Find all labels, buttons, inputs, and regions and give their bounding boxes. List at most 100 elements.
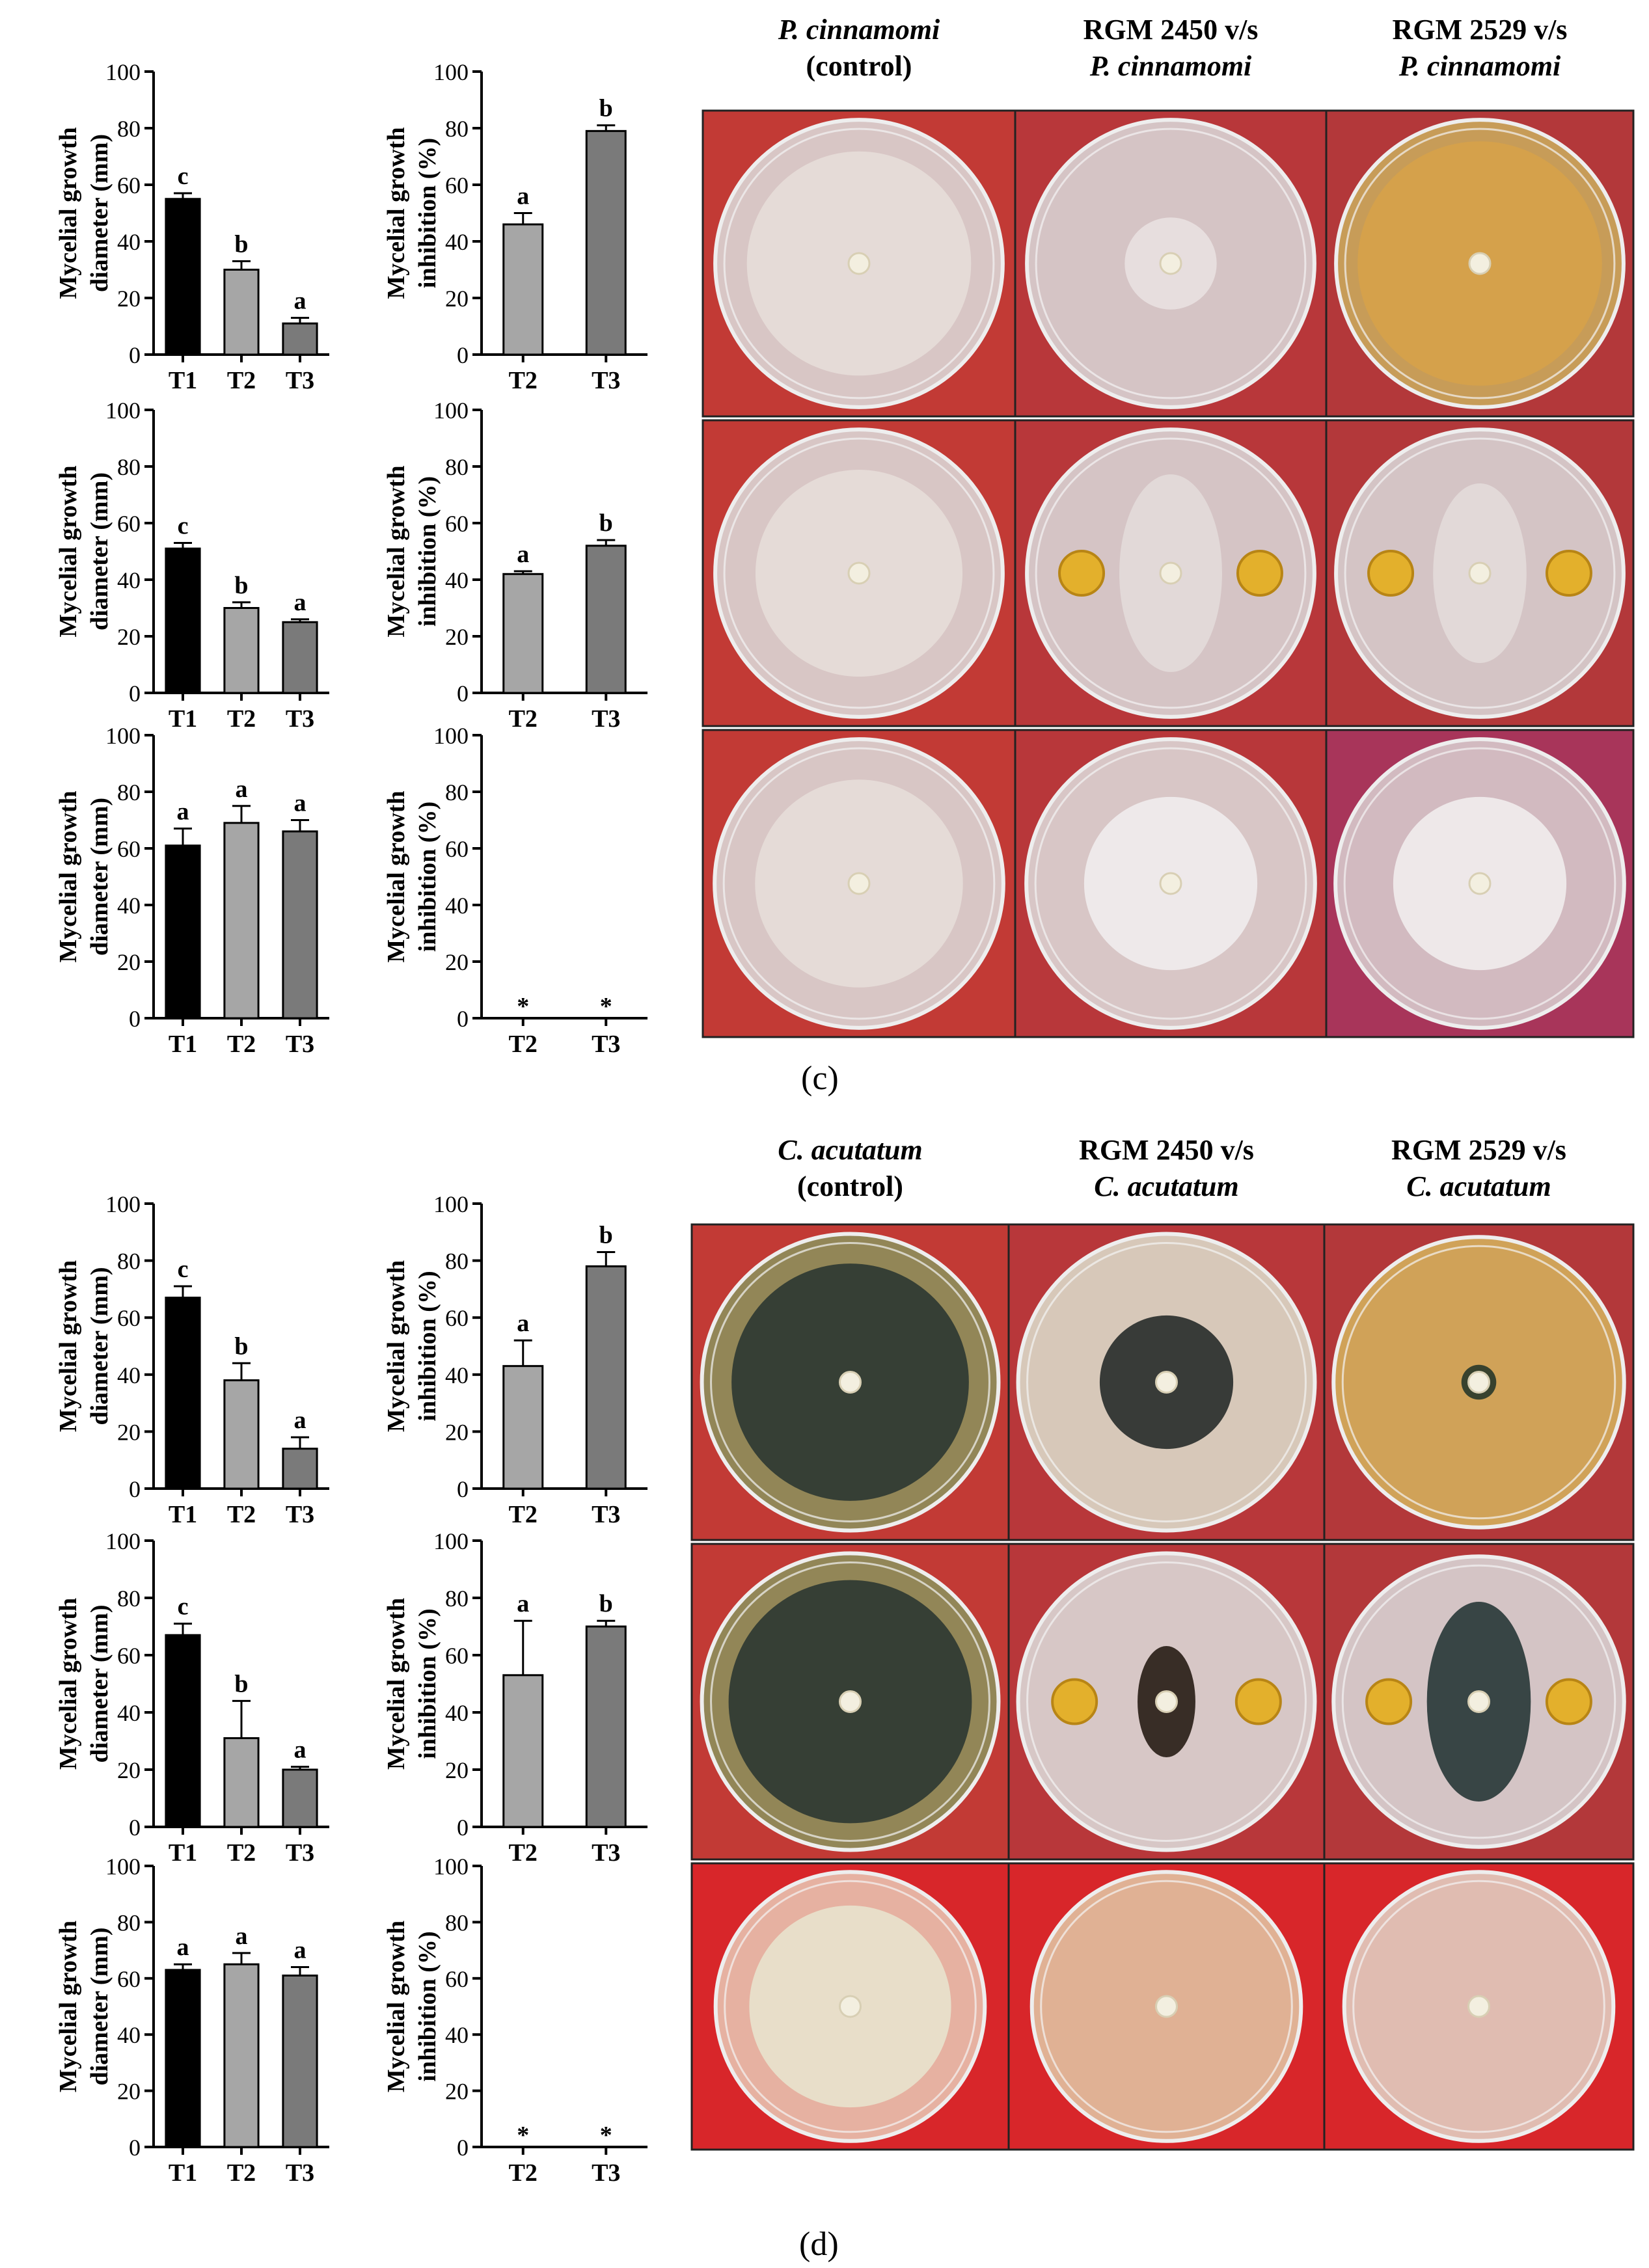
bar-T2 (223, 1379, 260, 1490)
y-tick-label: 60 (117, 836, 141, 862)
y-tick-label: 20 (117, 1757, 141, 1783)
plate-photo (1007, 1543, 1326, 1861)
y-axis-title-line: inhibition (%) (414, 1931, 441, 2081)
inoculum-plug (1155, 1995, 1178, 2018)
bar-T3 (282, 322, 318, 356)
y-tick-label: 20 (445, 624, 469, 650)
column-header: (control) (797, 1170, 903, 1202)
y-tick-label: 40 (117, 1362, 141, 1388)
x-tick-label-T1: T1 (169, 1031, 197, 1058)
petri-dish-rim (1344, 128, 1616, 399)
significance-letter: a (294, 1937, 307, 1964)
y-axis-title: Mycelial growth inhibition (%) (383, 1598, 441, 1770)
y-tick-label: 100 (433, 1854, 469, 1880)
y-axis-title-line: Mycelial growth (55, 1921, 82, 2092)
y-tick-label: 0 (457, 1815, 469, 1841)
inoculum-plug (1467, 1371, 1490, 1394)
significance-letter: c (178, 512, 189, 539)
y-tick-label: 80 (117, 454, 141, 480)
y-tick-label: 60 (445, 836, 469, 862)
y-tick-label: 100 (105, 1854, 141, 1880)
significance-letter: c (178, 163, 189, 190)
x-tick-label-T2: T2 (227, 705, 256, 733)
petri-dish-rim (1026, 1561, 1307, 1842)
y-axis-title-line: diameter (mm) (86, 472, 113, 630)
significance-letter: * (600, 2122, 612, 2149)
bar-T1 (165, 1969, 201, 2148)
inoculum-plug (1159, 561, 1182, 585)
x-tick-label-T2: T2 (509, 367, 538, 394)
chart-10: 0 20 40 60 80 100 Mycelial growth diameter (mm)… (55, 1854, 329, 2187)
x-tick-label-T1: T1 (169, 2159, 197, 2187)
bar-T3 (585, 545, 627, 694)
y-axis-title-line: inhibition (%) (414, 476, 441, 627)
plate-photo (1325, 419, 1635, 727)
significance-letter: c (178, 1256, 189, 1283)
x-tick-label-T3: T3 (592, 1031, 620, 1058)
plate-photo (702, 729, 1016, 1038)
significance-letter: b (599, 509, 613, 537)
significance-letter: a (294, 790, 307, 817)
chart-0: 0 20 40 60 80 100 Mycelial growth diameter (mm)… (55, 59, 329, 394)
plate-photo (1323, 1543, 1635, 1861)
significance-letter: b (234, 1332, 248, 1360)
petri-dish-rim (1341, 1245, 1616, 1520)
y-axis-title: Mycelial growth inhibition (%) (383, 1260, 441, 1432)
y-tick-label: 0 (457, 342, 469, 368)
y-tick-label: 20 (445, 949, 469, 975)
y-axis-title-line: inhibition (%) (414, 1608, 441, 1759)
x-tick-label-T1: T1 (169, 367, 197, 394)
column-header: RGM 2529 v/s (1391, 1134, 1566, 1166)
y-tick-label: 20 (117, 949, 141, 975)
significance-letter: a (294, 1736, 307, 1764)
plate-photo (1325, 729, 1635, 1038)
column-header: C. acutatum (1094, 1170, 1239, 1202)
bar-T2 (502, 1674, 544, 1828)
plate-photo (1014, 109, 1328, 418)
petri-dish-rim (1026, 1242, 1307, 1522)
y-tick-label: 80 (117, 1910, 141, 1936)
y-tick-label: 0 (129, 1815, 141, 1841)
y-tick-label: 0 (129, 2135, 141, 2161)
x-tick-label-T3: T3 (592, 2159, 620, 2187)
plate-photo (1323, 1862, 1635, 2151)
inoculum-plug (1467, 1995, 1490, 2018)
y-axis-title-line: Mycelial growth (383, 1598, 410, 1770)
chart-1: 0 20 40 60 80 100 Mycelial growth inhibition (%… (383, 59, 647, 394)
inoculum-plug (1155, 1371, 1178, 1394)
bar-T3 (282, 830, 318, 1019)
petri-dish-rim (1040, 1880, 1293, 2133)
inoculum-plug (847, 872, 871, 895)
y-axis-title-line: inhibition (%) (414, 138, 441, 288)
inoculum-plug (847, 252, 871, 275)
y-axis-title-line: Mycelial growth (383, 465, 410, 637)
x-tick-label-T2: T2 (509, 2159, 538, 2187)
y-axis-title: Mycelial growth inhibition (%) (383, 465, 441, 637)
y-tick-label: 60 (117, 511, 141, 537)
y-axis-title-line: Mycelial growth (55, 465, 82, 637)
bar-T3 (282, 1974, 318, 2148)
y-tick-label: 80 (117, 116, 141, 142)
y-tick-label: 0 (457, 1476, 469, 1502)
x-tick-label-T3: T3 (286, 705, 314, 733)
petri-dish-rim (1034, 747, 1307, 1020)
bacterial-colony-right (1234, 1678, 1282, 1725)
x-tick-label-T2: T2 (227, 2159, 256, 2187)
y-tick-label: 100 (105, 723, 141, 749)
bar-T2 (223, 269, 260, 356)
significance-letter: * (517, 993, 529, 1020)
plate-photo (690, 1223, 1010, 1541)
significance-letter: b (599, 1221, 613, 1249)
x-tick-label-T2: T2 (227, 1839, 256, 1867)
inoculum-plug (1468, 561, 1492, 585)
bar-T1 (165, 844, 201, 1019)
plate-photo (702, 419, 1016, 727)
y-tick-label: 0 (129, 681, 141, 707)
significance-letter: a (294, 589, 307, 616)
y-tick-label: 80 (445, 779, 469, 805)
y-tick-label: 40 (117, 1700, 141, 1726)
petri-dish-rim (1343, 747, 1616, 1020)
bacterial-colony-right (1236, 550, 1283, 597)
y-tick-label: 20 (445, 2079, 469, 2105)
y-tick-label: 100 (105, 59, 141, 85)
